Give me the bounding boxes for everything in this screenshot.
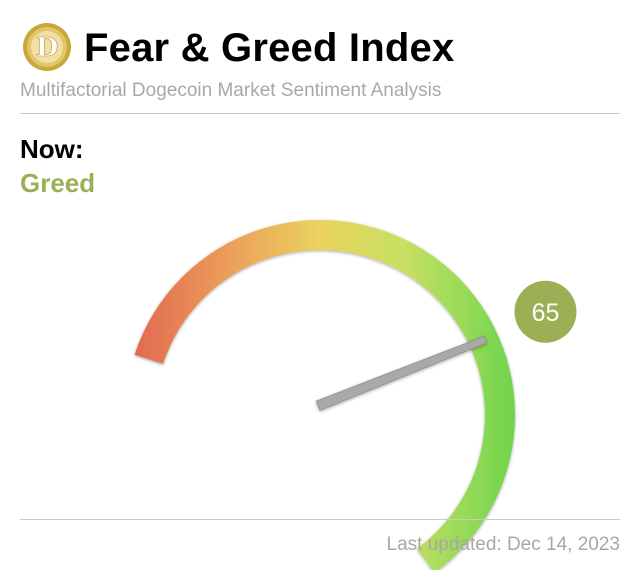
gauge-arc	[134, 220, 516, 570]
bottom-divider	[20, 519, 620, 520]
logo-letter: D	[36, 33, 59, 63]
header: D Fear & Greed Index	[20, 20, 620, 80]
page-title: Fear & Greed Index	[84, 26, 455, 70]
page-subtitle: Multifactorial Dogecoin Market Sentiment…	[20, 80, 442, 101]
gauge-needle	[315, 335, 488, 411]
dogecoin-logo-icon: D	[23, 23, 71, 71]
sentiment-classification: Greed	[20, 168, 96, 198]
value-badge	[514, 280, 577, 343]
top-divider	[20, 113, 620, 114]
last-updated: Last updated: Dec 14, 2023	[386, 534, 620, 555]
value-badge-text: 65	[532, 299, 560, 327]
now-label: Now:	[20, 134, 84, 164]
needle-pointer	[315, 335, 488, 411]
